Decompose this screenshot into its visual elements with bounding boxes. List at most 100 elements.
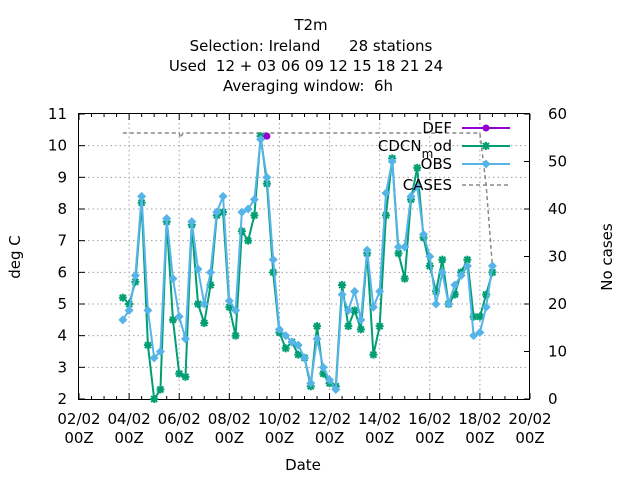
obs-point	[393, 242, 403, 252]
obs-point	[462, 261, 472, 271]
cdcn-point	[237, 227, 246, 236]
legend-item-cases: CASES	[403, 176, 510, 194]
marker-stroke	[169, 316, 177, 324]
obs-point	[381, 188, 391, 198]
obs-point	[387, 157, 397, 166]
x-tick-label: 00Z	[165, 429, 194, 447]
y-axis-label: deg C	[6, 235, 24, 279]
marker-stroke	[438, 255, 447, 264]
x-tick-label: 00Z	[64, 429, 93, 447]
obs-point	[193, 264, 203, 274]
x-tick-label: 00Z	[415, 429, 444, 447]
x-tick-label: 06/02	[158, 410, 201, 428]
obs-point	[325, 375, 335, 385]
legend-label-cases: CASES	[403, 176, 452, 194]
cdcn-point	[375, 322, 384, 331]
cdcn-point	[369, 350, 378, 359]
series-cases	[122, 132, 494, 267]
y-tick-label: 3	[57, 358, 67, 376]
y-tick-label: 8	[57, 200, 67, 218]
obs-point	[143, 305, 153, 315]
x-tick-label: 00Z	[215, 429, 244, 447]
grid	[79, 114, 530, 399]
cdcn-point	[244, 236, 253, 245]
cdcn-point	[344, 322, 353, 331]
obs-point	[431, 299, 441, 309]
marker-stroke	[357, 325, 365, 334]
legend-marker-obs	[481, 159, 491, 169]
obs-point	[206, 267, 216, 277]
obs-point	[130, 271, 140, 280]
x-tick-label: 00Z	[315, 429, 344, 447]
obs-point	[481, 302, 491, 312]
obs-point	[400, 242, 410, 252]
obs-point	[300, 353, 309, 363]
cdcn-point	[338, 281, 347, 289]
marker-stroke	[451, 290, 459, 299]
obs-point	[356, 315, 366, 325]
series-obs	[118, 134, 497, 394]
cdcn-point	[181, 372, 190, 381]
x-tick-label: 14/02	[358, 410, 401, 428]
obs-point	[318, 362, 328, 372]
marker-stroke	[463, 255, 472, 264]
obs-point	[174, 312, 184, 322]
obs-point	[212, 207, 222, 217]
legend-label-suffix: od	[433, 137, 452, 155]
obs-point	[469, 331, 479, 341]
marker-stroke	[156, 385, 165, 394]
marker-stroke	[194, 300, 202, 308]
obs-point	[224, 296, 234, 306]
obs-point	[124, 305, 134, 315]
obs-point	[450, 280, 460, 290]
marker-stroke	[313, 322, 321, 330]
marker-stroke	[150, 395, 158, 403]
obs-point	[162, 214, 172, 223]
y2-tick-label: 60	[548, 105, 567, 123]
obs-point	[262, 172, 272, 182]
obs-point	[331, 385, 341, 394]
y2-tick-label: 0	[548, 390, 558, 408]
series-cases-line	[122, 132, 494, 267]
y2-tick-label: 20	[548, 295, 567, 313]
x-tick-label: 08/02	[208, 410, 251, 428]
obs-point	[368, 302, 378, 312]
cdcn-point	[200, 319, 209, 327]
marker-stroke	[369, 350, 378, 359]
obs-point	[281, 331, 291, 341]
series-obs-line	[122, 139, 494, 393]
title-line-3: Used 12 + 03 06 09 12 15 18 21 24	[169, 57, 443, 75]
obs-point	[237, 207, 247, 217]
x-tick-label: 00Z	[515, 429, 544, 447]
title-line-4: Averaging window: 6h	[223, 77, 393, 95]
x-tick-label: 00Z	[365, 429, 394, 447]
title-line-2: Selection: Ireland 28 stations	[190, 37, 433, 55]
marker-stroke	[200, 319, 208, 327]
series-group	[118, 132, 497, 403]
marker-stroke	[250, 211, 259, 220]
cdcn-point	[356, 325, 365, 334]
obs-point	[249, 195, 259, 204]
chart-title: T2m Selection: Ireland 28 stations Used …	[169, 16, 443, 95]
obs-point	[293, 340, 303, 350]
obs-point	[350, 286, 360, 296]
cdcn-point	[175, 369, 184, 378]
cdcn-point	[313, 322, 322, 331]
marker-stroke	[269, 268, 277, 277]
legend-item-obs: OBS	[421, 155, 510, 173]
obs-point	[256, 134, 266, 144]
cdcn-point	[156, 385, 165, 394]
obs-point	[274, 324, 284, 334]
x-tick-label: 02/02	[57, 410, 100, 428]
marker-stroke	[144, 341, 152, 349]
obs-point	[268, 255, 278, 265]
obs-point	[180, 334, 190, 344]
x-axis-label: Date	[285, 456, 321, 474]
series-def	[263, 132, 271, 140]
legend-label-subscript: m	[422, 147, 434, 161]
x-tick-label: 00Z	[265, 429, 294, 447]
marker-stroke	[282, 344, 290, 353]
y-tick-label: 4	[57, 327, 67, 345]
